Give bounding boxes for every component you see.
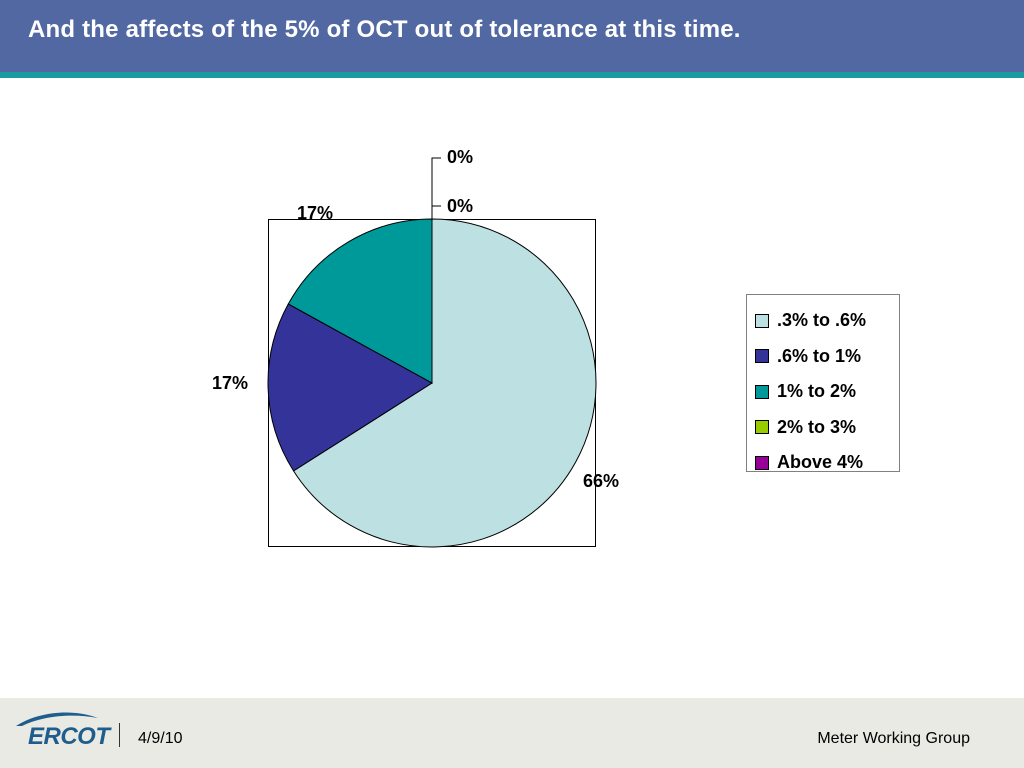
leader-line (431, 157, 441, 219)
legend-swatch (755, 455, 769, 470)
chart-legend: .3% to .6% .6% to 1% 1% to 2% 2% to 3% Above… (746, 294, 900, 472)
legend-item: Above 4% (747, 445, 899, 481)
legend-item: 1% to 2% (747, 374, 899, 410)
data-label: 0% (447, 196, 474, 216)
pie-slice (267, 303, 433, 472)
data-label: 17% (297, 203, 334, 223)
legend-item: 2% to 3% (747, 410, 899, 446)
ercot-swoosh-icon (16, 712, 98, 726)
legend-label: 1% to 2% (777, 381, 857, 402)
pie-slice (287, 218, 433, 384)
legend-swatch (755, 384, 769, 399)
legend-label: 2% to 3% (777, 416, 857, 437)
slide-title: And the affects of the 5% of OCT out of … (28, 16, 741, 43)
footer-bar (0, 698, 1024, 768)
legend-swatch (755, 313, 769, 328)
pie-slice (292, 218, 597, 548)
legend-item: .6% to 1% (747, 339, 899, 375)
legend-item: .3% to .6% (747, 303, 899, 339)
title-accent-stripe (0, 72, 1024, 78)
data-label: 66% (583, 471, 620, 491)
footer-date: 4/9/10 (138, 730, 183, 747)
legend-swatch (755, 349, 769, 364)
legend-label: .3% to .6% (777, 310, 867, 331)
legend-swatch (755, 420, 769, 435)
footer-group-name: Meter Working Group (817, 730, 970, 747)
legend-label: Above 4% (777, 452, 864, 473)
footer-divider (119, 723, 120, 747)
data-label: 0% (447, 147, 474, 167)
legend-label: .6% to 1% (777, 345, 862, 366)
title-bar: And the affects of the 5% of OCT out of … (0, 0, 1024, 72)
data-label: 17% (212, 373, 249, 393)
leader-line (431, 205, 441, 219)
ercot-logo: ERCOT (28, 723, 110, 750)
